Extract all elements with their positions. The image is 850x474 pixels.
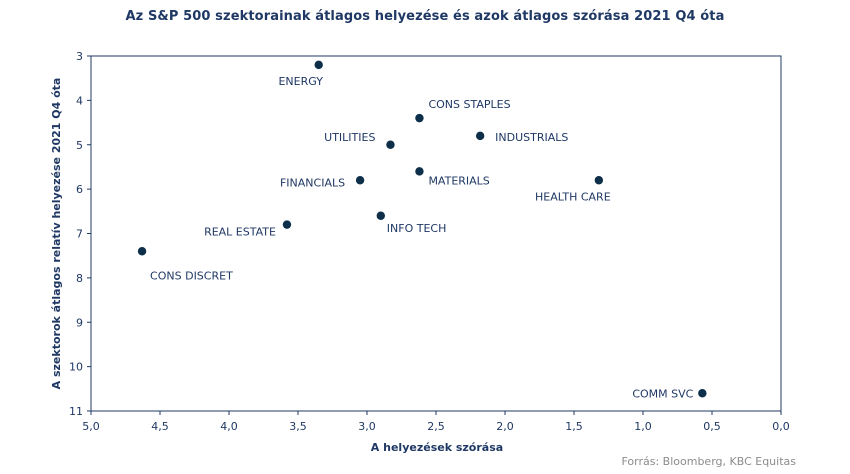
data-point <box>475 131 485 141</box>
data-point-label: CONS DISCRET <box>150 269 233 282</box>
data-point <box>415 113 424 123</box>
y-tick-label: 6 <box>76 183 83 196</box>
y-tick-label: 3 <box>76 50 83 63</box>
data-point-label: CONS STAPLES <box>428 98 510 111</box>
data-point-label: FINANCIALS <box>280 176 345 189</box>
y-axis-title: A szektorok átlagos relatív helyezése 20… <box>50 78 63 390</box>
y-tick-label: 7 <box>76 228 83 241</box>
data-point <box>314 60 323 70</box>
y-axis-ticks: 3 4 5 6 7 8 9 10 11 <box>69 50 91 418</box>
x-axis-title: A helyezések szórása <box>371 441 503 454</box>
y-tick-label: 9 <box>76 316 83 329</box>
x-tick-label: 5,0 <box>82 420 100 433</box>
data-point <box>698 389 707 398</box>
x-tick-label: 2,0 <box>496 420 514 433</box>
data-points: ENERGY CONS STAPLES INDUSTRIALS UTILITIES MA… <box>137 60 707 400</box>
data-point-label: INDUSTRIALS <box>495 131 568 144</box>
data-point-label: COMM SVC <box>632 387 693 400</box>
data-point-label: INFO TECH <box>387 222 447 235</box>
x-tick-label: 1,5 <box>565 420 583 433</box>
data-point-label: HEALTH CARE <box>535 190 611 203</box>
source-note: Forrás: Bloomberg, KBC Equitas <box>621 455 796 468</box>
y-tick-label: 11 <box>69 405 83 418</box>
data-point <box>594 176 604 185</box>
data-point-label: UTILITIES <box>324 131 375 144</box>
x-tick-label: 2,5 <box>427 420 445 433</box>
data-point <box>355 176 365 185</box>
data-point <box>137 247 147 256</box>
x-tick-label: 0,0 <box>772 420 790 433</box>
y-tick-label: 8 <box>76 272 83 285</box>
x-tick-label: 3,0 <box>358 420 376 433</box>
data-point-label: ENERGY <box>278 75 323 88</box>
x-tick-label: 4,5 <box>151 420 169 433</box>
chart-title: Az S&P 500 szektorainak átlagos helyezés… <box>125 9 725 24</box>
x-tick-label: 0,5 <box>703 420 721 433</box>
data-point <box>376 211 385 220</box>
data-point-label: REAL ESTATE <box>204 226 276 239</box>
data-point <box>282 220 292 229</box>
x-tick-label: 3,5 <box>289 420 307 433</box>
x-axis-ticks: 5,0 4,5 4,0 3,5 3,0 2,5 2,0 1,5 1,0 0,5 0,0 <box>82 411 790 433</box>
data-point <box>386 140 395 149</box>
data-point-label: MATERIALS <box>428 174 489 187</box>
y-tick-label: 10 <box>69 361 83 374</box>
x-tick-label: 1,0 <box>634 420 652 433</box>
y-tick-label: 4 <box>76 94 83 107</box>
data-point <box>415 167 424 176</box>
y-tick-label: 5 <box>76 139 83 152</box>
x-tick-label: 4,0 <box>220 420 238 433</box>
